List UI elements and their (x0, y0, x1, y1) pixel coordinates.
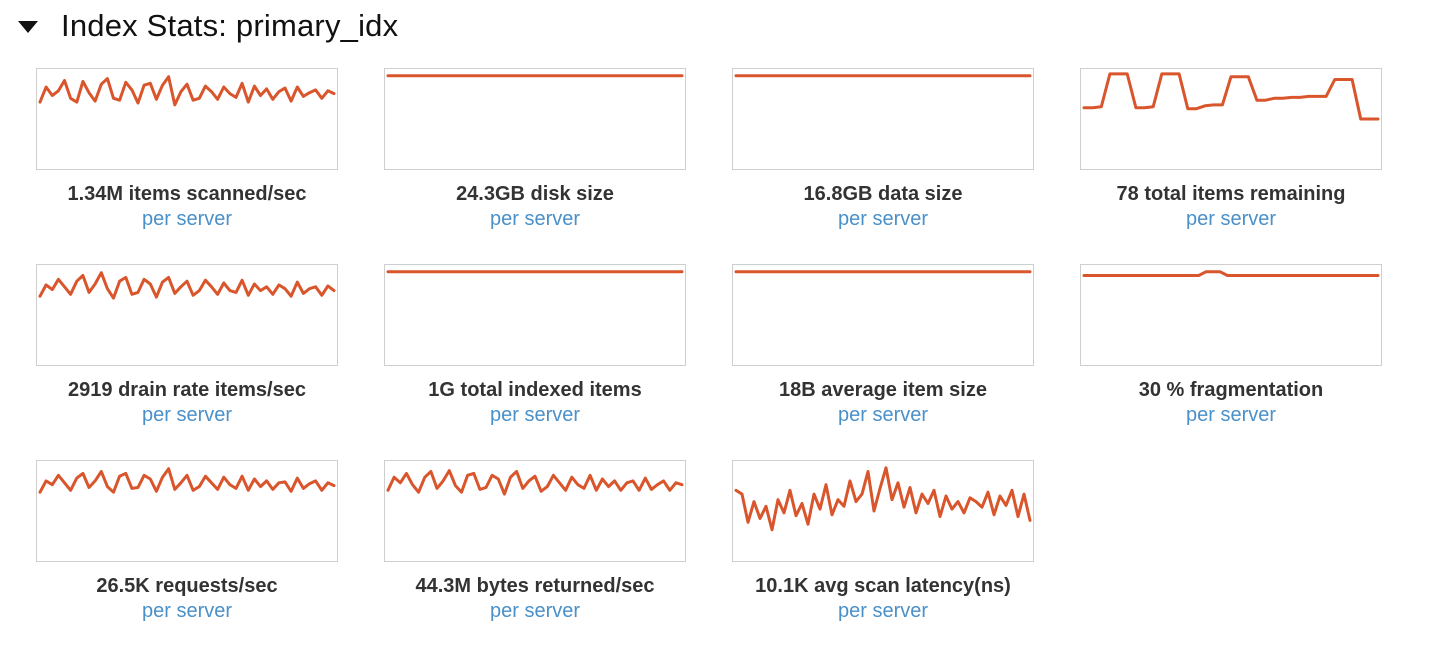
stat-label: 18B average item size (779, 379, 987, 401)
per-server-link[interactable]: per server (489, 600, 581, 622)
sparkline-chart[interactable] (384, 68, 686, 170)
section-toggle[interactable]: Index Stats: primary_idx (18, 4, 398, 48)
stat-tile-disk-size: 24.3GB disk size per server (384, 68, 688, 232)
sparkline (734, 270, 1032, 274)
sparkline-chart[interactable] (36, 68, 338, 170)
sparkline-line (386, 469, 684, 496)
sparkline-line (1082, 72, 1380, 121)
per-server-link[interactable]: per server (141, 208, 233, 230)
sparkline-line (734, 466, 1032, 532)
stat-label: 30 % fragmentation (1138, 379, 1324, 401)
stat-label: 10.1K avg scan latency(ns) (755, 575, 1011, 597)
stat-tile-items-scanned: 1.34M items scanned/sec per server (36, 68, 340, 232)
caret-down-icon (18, 21, 38, 33)
stat-label: 1.34M items scanned/sec (67, 183, 307, 205)
sparkline (386, 469, 684, 496)
sparkline-chart[interactable] (384, 460, 686, 562)
stat-tile-scan-latency: 10.1K avg scan latency(ns) per server (732, 460, 1036, 624)
sparkline (734, 466, 1032, 532)
sparkline-chart[interactable] (732, 68, 1034, 170)
stat-tile-avg-item-size: 18B average item size per server (732, 264, 1036, 428)
stat-tile-bytes-returned: 44.3M bytes returned/sec per server (384, 460, 688, 624)
sparkline-line (38, 75, 336, 107)
sparkline-chart[interactable] (1080, 68, 1382, 170)
sparkline (386, 270, 684, 274)
per-server-link[interactable]: per server (1185, 404, 1277, 426)
sparkline-chart[interactable] (384, 264, 686, 366)
sparkline-line (38, 467, 336, 494)
sparkline-line (1082, 270, 1380, 277)
per-server-link[interactable]: per server (837, 404, 929, 426)
sparkline-chart[interactable] (1080, 264, 1382, 366)
per-server-link[interactable]: per server (837, 208, 929, 230)
sparkline-line (38, 271, 336, 300)
sparkline (38, 75, 336, 107)
per-server-link[interactable]: per server (489, 208, 581, 230)
per-server-link[interactable]: per server (141, 404, 233, 426)
sparkline (38, 271, 336, 300)
stat-label: 1G total indexed items (428, 379, 642, 401)
stat-tile-total-indexed: 1G total indexed items per server (384, 264, 688, 428)
section-title: Index Stats: primary_idx (61, 8, 399, 43)
stat-label: 26.5K requests/sec (96, 575, 278, 597)
sparkline-chart[interactable] (732, 264, 1034, 366)
stat-label: 44.3M bytes returned/sec (415, 575, 655, 597)
stat-tile-requests: 26.5K requests/sec per server (36, 460, 340, 624)
sparkline (1082, 270, 1380, 277)
per-server-link[interactable]: per server (837, 600, 929, 622)
sparkline (386, 74, 684, 78)
sparkline-chart[interactable] (732, 460, 1034, 562)
stat-label: 24.3GB disk size (456, 183, 614, 205)
per-server-link[interactable]: per server (489, 404, 581, 426)
stat-tile-items-remaining: 78 total items remaining per server (1080, 68, 1384, 232)
sparkline-chart[interactable] (36, 264, 338, 366)
stat-tile-data-size: 16.8GB data size per server (732, 68, 1036, 232)
per-server-link[interactable]: per server (141, 600, 233, 622)
sparkline-chart[interactable] (36, 460, 338, 562)
sparkline (734, 74, 1032, 78)
stat-label: 16.8GB data size (803, 183, 963, 205)
per-server-link[interactable]: per server (1185, 208, 1277, 230)
stat-tile-drain-rate: 2919 drain rate items/sec per server (36, 264, 340, 428)
sparkline (1082, 72, 1380, 121)
stat-label: 78 total items remaining (1116, 183, 1346, 205)
sparkline (38, 467, 336, 494)
stat-label: 2919 drain rate items/sec (68, 379, 306, 401)
stat-tile-fragmentation: 30 % fragmentation per server (1080, 264, 1384, 428)
